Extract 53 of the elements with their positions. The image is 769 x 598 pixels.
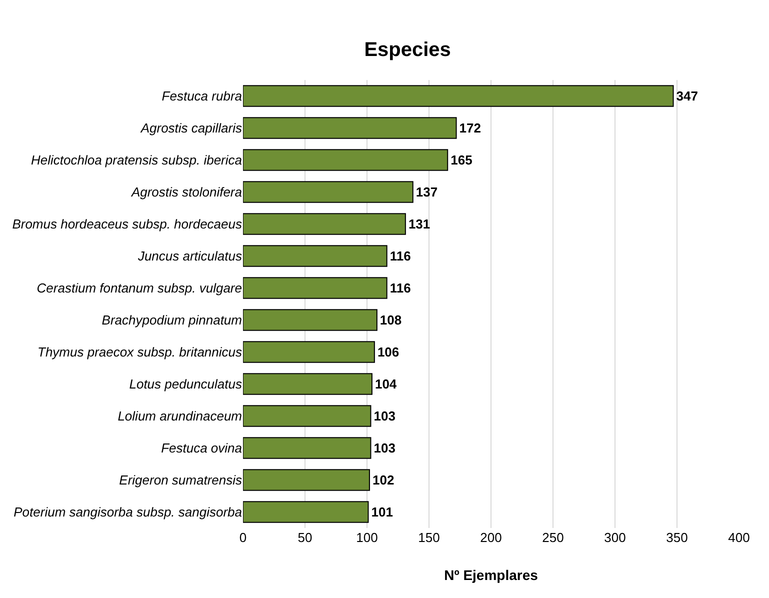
bar [243,373,372,395]
data-label: 101 [371,504,393,520]
bar [243,85,674,107]
data-label: 116 [390,280,411,296]
x-tick-label: 350 [666,530,688,545]
y-tick-label: Thymus praecox subsp. britannicus [38,344,242,360]
x-tick-label: 0 [239,530,247,545]
bar [243,309,378,331]
bar [243,341,375,363]
y-tick-label: Helictochloa pratensis subsp. iberica [31,152,242,168]
bar [243,277,388,299]
bar [243,149,448,171]
data-label: 106 [377,344,400,360]
y-tick-label: Agrostis capillaris [140,120,242,136]
y-tick-label: Bromus hordeaceus subsp. hordecaeus [12,216,242,232]
x-tick-label: 150 [418,530,440,545]
y-tick-label: Poterium sangisorba subsp. sangisorba [14,504,242,520]
data-label: 103 [374,408,396,424]
x-tick-label: 250 [542,530,564,545]
y-tick-label: Festuca rubra [162,88,242,104]
data-label: 102 [372,472,394,488]
data-label: 172 [459,120,481,136]
bar [243,501,369,523]
y-tick-label: Erigeron sumatrensis [119,472,242,488]
y-tick-label: Lolium arundinaceum [118,408,242,424]
x-tick-label: 100 [356,530,378,545]
bar [243,405,372,427]
bar [243,117,457,139]
x-tick-label: 200 [480,530,502,545]
data-label: 104 [374,376,398,392]
data-label: 137 [416,184,438,200]
y-tick-label: Brachypodium pinnatum [102,312,242,328]
y-tick-label: Juncus articulatus [136,248,242,264]
bar [243,181,414,203]
x-tick-label: 50 [298,530,312,545]
y-tick-label: Lotus pedunculatus [129,376,242,392]
data-label: 116 [390,248,411,264]
data-label: 108 [380,312,402,328]
bar [243,245,388,267]
x-tick-label: 400 [728,530,750,545]
data-label: 347 [676,88,698,104]
bar [243,213,406,235]
y-tick-label: Cerastium fontanum subsp. vulgare [36,280,242,296]
data-label: 103 [374,440,396,456]
data-label: 131 [408,216,430,232]
x-axis-title: Nº Ejemplares [444,567,538,583]
data-label: 165 [450,152,472,168]
y-tick-label: Festuca ovina [161,440,242,456]
bar [243,437,372,459]
bar [243,469,370,491]
y-tick-label: Agrostis stolonifera [130,184,242,200]
x-tick-label: 300 [604,530,626,545]
chart-title: Especies [364,38,451,61]
